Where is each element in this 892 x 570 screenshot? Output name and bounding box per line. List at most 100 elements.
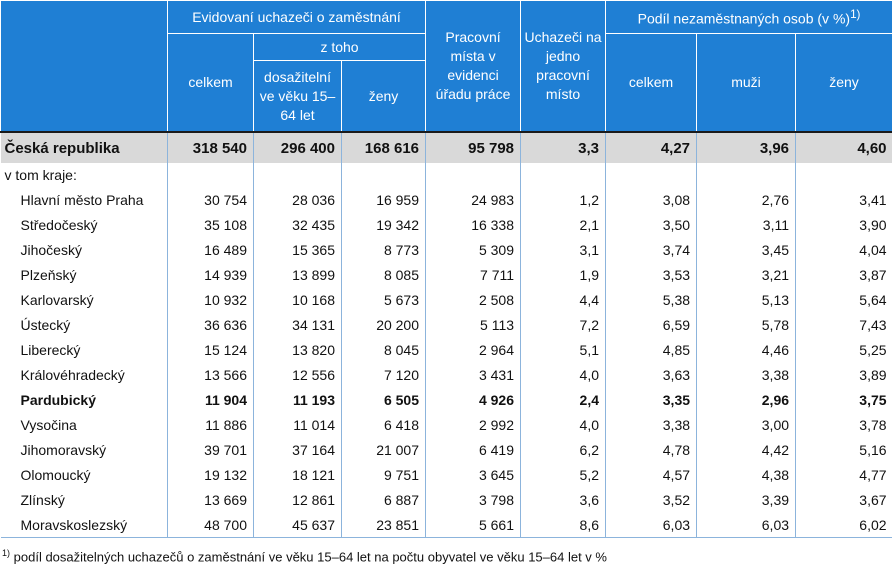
- cell: 3,74: [605, 237, 697, 262]
- cell: 3,89: [795, 362, 892, 387]
- cell: 3,67: [795, 487, 892, 512]
- cell: 3,6: [520, 487, 606, 512]
- cell: 5,13: [696, 287, 796, 312]
- table-row: Jihočeský 16 489 15 365 8 773 5 309 3,1 …: [1, 237, 892, 262]
- header-zeny: ženy: [340, 60, 427, 133]
- region-label: Ústecký: [20, 316, 71, 333]
- header-podil: Podíl nezaměstnaných osob (v %)1): [605, 0, 892, 34]
- table-body: Česká republika 318 540 296 400 168 616 …: [0, 131, 892, 538]
- cell: 12 556: [253, 362, 342, 387]
- cell: 2,76: [696, 187, 796, 212]
- table-row: Hlavní město Praha 30 754 28 036 16 959 …: [1, 187, 892, 212]
- cell: 48 700: [167, 512, 254, 538]
- region-label: Královéhradecký: [20, 366, 125, 383]
- region-label: Středočeský: [20, 216, 98, 233]
- cell: 5,2: [520, 462, 606, 487]
- cell: 23 851: [340, 512, 426, 538]
- cell: 4,0: [520, 412, 606, 437]
- cell: 34 131: [253, 312, 342, 337]
- cell: 6 419: [425, 437, 521, 462]
- footnote: 1) podíl dosažitelných uchazečů o zaměst…: [2, 548, 607, 564]
- header-celkem: celkem: [167, 33, 254, 133]
- cell: 5 113: [425, 312, 521, 337]
- cell: 2 508: [425, 287, 521, 312]
- table-row: Zlínský 13 669 12 861 6 887 3 798 3,6 3,…: [1, 487, 892, 512]
- cell: 3,87: [795, 262, 892, 287]
- region-label: Jihočeský: [20, 241, 82, 258]
- cell: 3,1: [520, 237, 606, 262]
- cell: 3 431: [425, 362, 521, 387]
- table-header: Evidovaní uchazeči o zaměstnání Pracovní…: [0, 0, 892, 133]
- cell: 3,52: [605, 487, 697, 512]
- cell: 4,77: [795, 462, 892, 487]
- header-podil-label: Podíl nezaměstnaných osob (v %): [637, 10, 851, 27]
- cell: 16 959: [340, 187, 426, 212]
- table-row: Středočeský 35 108 32 435 19 342 16 338 …: [1, 212, 892, 237]
- cell: 16 338: [425, 212, 521, 237]
- region-label: Liberecký: [20, 341, 81, 358]
- total-row: Česká republika 318 540 296 400 168 616 …: [0, 131, 892, 163]
- region-label: Plzeňský: [20, 266, 77, 283]
- cell: 3 798: [425, 487, 521, 512]
- cell: 5 661: [425, 512, 521, 538]
- header-dosazitelni: dosažitelní ve věku 15–64 let: [253, 60, 342, 133]
- cell: 3,90: [795, 212, 892, 237]
- table-row: Jihomoravský 39 701 37 164 21 007 6 419 …: [1, 437, 892, 462]
- region-label: Jihomoravský: [20, 441, 107, 458]
- header-pracovni-mista: Pracovní místa v evidenci úřadu práce: [425, 0, 522, 133]
- cell: 3,11: [696, 212, 796, 237]
- cell: 4,0: [520, 362, 606, 387]
- cell: 36 636: [167, 312, 254, 337]
- region-label: Zlínský: [20, 491, 65, 508]
- cell: 6 505: [340, 387, 426, 412]
- cell: 6,03: [605, 512, 697, 538]
- cell: 11 886: [167, 412, 254, 437]
- cell: 6,2: [520, 437, 606, 462]
- cell: 2,4: [520, 387, 606, 412]
- cell: 3,00: [696, 412, 796, 437]
- header-podil-celkem: celkem: [605, 33, 698, 133]
- region-label: Pardubický: [20, 391, 96, 408]
- cell: 35 108: [167, 212, 254, 237]
- cell: 3,21: [696, 262, 796, 287]
- total-dosazitelni: 296 400: [253, 131, 342, 163]
- cell: 4,78: [605, 437, 697, 462]
- cell: 39 701: [167, 437, 254, 462]
- cell: 8,6: [520, 512, 606, 538]
- cell: 6,02: [795, 512, 892, 538]
- header-podil-zeny: ženy: [795, 33, 892, 133]
- table-row: Vysočina 11 886 11 014 6 418 2 992 4,0 3…: [1, 412, 892, 437]
- cell: 13 899: [253, 262, 342, 287]
- subheading-row: v tom kraje:: [1, 163, 892, 187]
- footnote-mark: 1): [2, 548, 11, 558]
- cell: 4 926: [425, 387, 521, 412]
- total-label: Česká republika: [0, 131, 168, 163]
- unemployment-table: Evidovaní uchazeči o zaměstnání Pracovní…: [0, 0, 892, 538]
- cell: 4,46: [696, 337, 796, 362]
- cell: 15 124: [167, 337, 254, 362]
- table-row: Moravskoslezský 48 700 45 637 23 851 5 6…: [0, 512, 892, 538]
- cell: 20 200: [340, 312, 426, 337]
- header-evidovani: Evidovaní uchazeči o zaměstnání: [166, 0, 427, 34]
- subheading-label: v tom kraje:: [4, 167, 77, 183]
- cell: 4,04: [795, 237, 892, 262]
- cell: 3,75: [795, 387, 892, 412]
- cell: 10 932: [167, 287, 254, 312]
- cell: 8 045: [340, 337, 426, 362]
- cell: 21 007: [340, 437, 426, 462]
- cell: 19 132: [167, 462, 254, 487]
- header-corner: [0, 0, 168, 133]
- region-label: Karlovarský: [20, 291, 94, 308]
- cell: 3,63: [605, 362, 697, 387]
- header-uchazeci-na-misto: Uchazeči na jedno pracovní místo: [520, 0, 607, 133]
- cell: 3,45: [696, 237, 796, 262]
- cell: 18 121: [253, 462, 342, 487]
- cell: 19 342: [340, 212, 426, 237]
- total-pracovni-mista: 95 798: [425, 131, 521, 163]
- cell: 37 164: [253, 437, 342, 462]
- cell: 5,64: [795, 287, 892, 312]
- cell: 24 983: [425, 187, 521, 212]
- cell: 7 120: [340, 362, 426, 387]
- cell: 16 489: [167, 237, 254, 262]
- region-label: Moravskoslezský: [0, 512, 168, 538]
